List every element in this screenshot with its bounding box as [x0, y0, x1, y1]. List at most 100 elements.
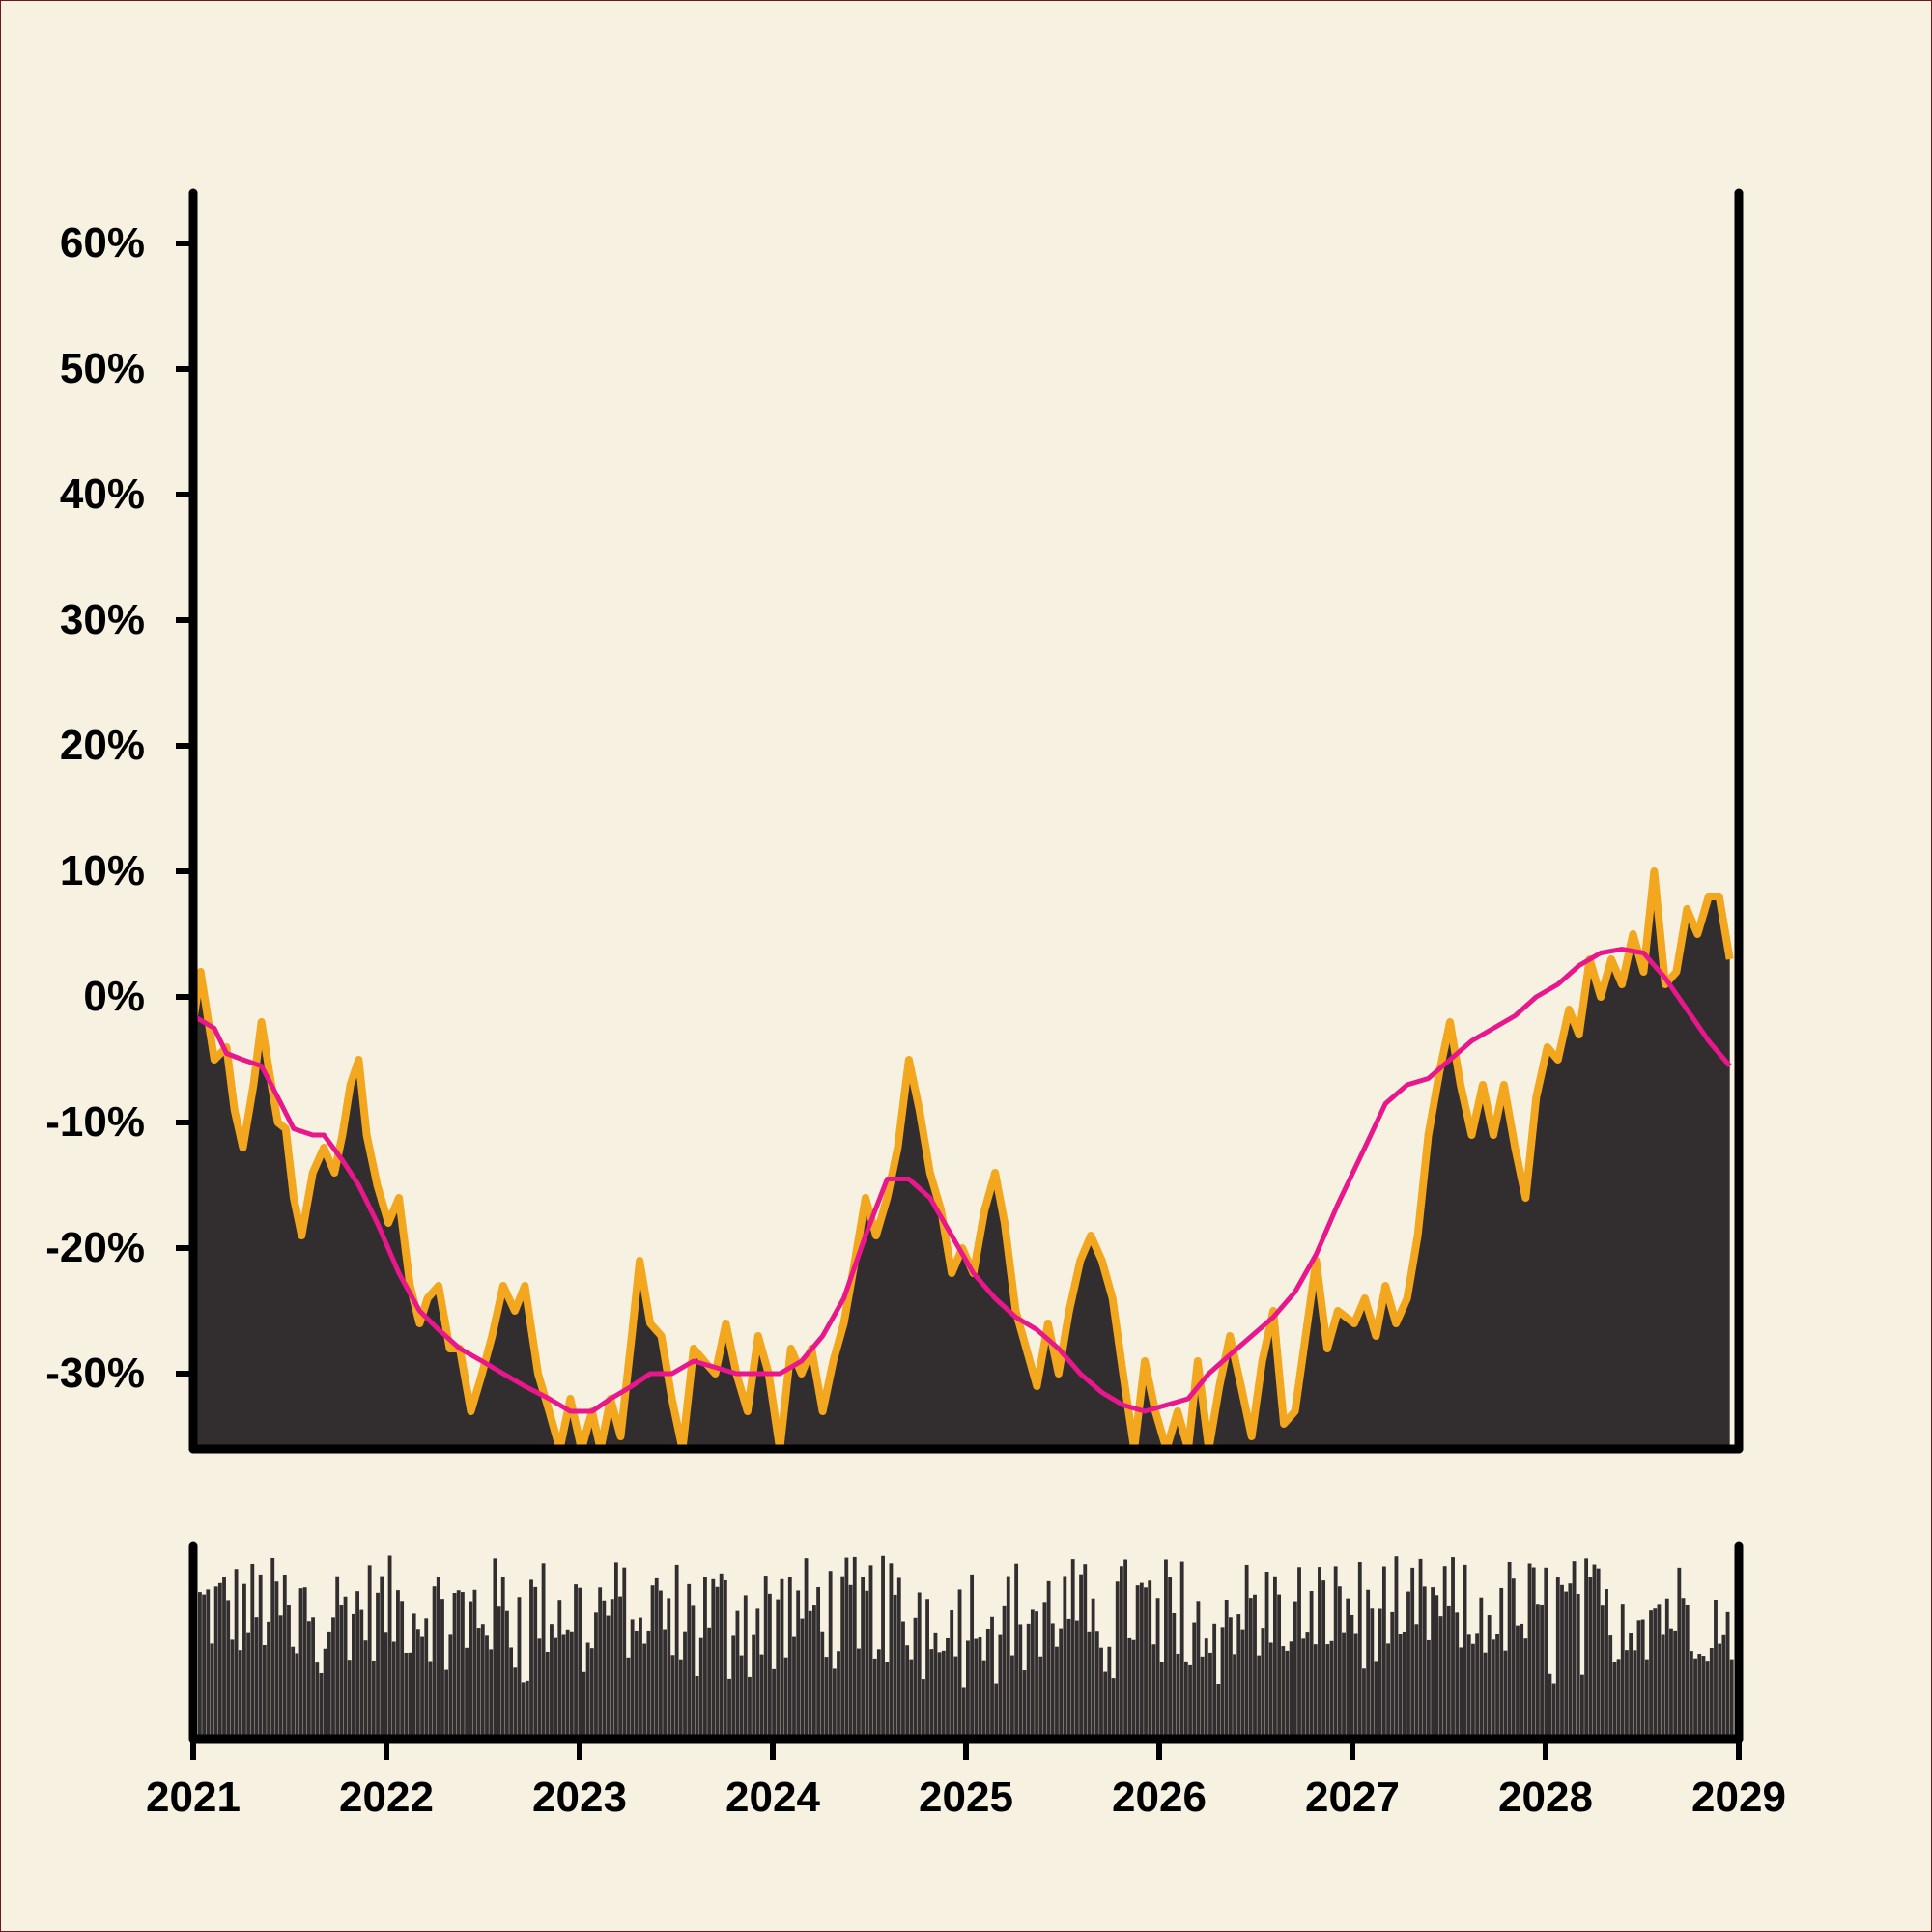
- volume-bar: [1293, 1601, 1297, 1739]
- volume-bar: [1337, 1586, 1342, 1739]
- volume-bar: [796, 1590, 801, 1739]
- volume-bar: [1168, 1577, 1173, 1739]
- volume-bar: [1633, 1650, 1637, 1739]
- volume-bar: [1268, 1642, 1273, 1739]
- volume-bar: [1386, 1643, 1390, 1739]
- x-tick-label: 2024: [725, 1774, 820, 1821]
- volume-bar: [1066, 1618, 1071, 1739]
- volume-bar: [1091, 1598, 1095, 1739]
- volume-bar: [295, 1653, 299, 1739]
- volume-bar: [1014, 1563, 1019, 1739]
- volume-bar: [465, 1647, 469, 1739]
- volume-bar: [1693, 1658, 1697, 1739]
- volume-bar: [913, 1617, 918, 1739]
- volume-bar: [1228, 1617, 1233, 1739]
- volume-bar: [1200, 1656, 1205, 1739]
- volume-bar: [925, 1599, 929, 1739]
- volume-bar: [1042, 1602, 1047, 1739]
- volume-bar: [1664, 1598, 1669, 1739]
- volume-bar: [1669, 1628, 1673, 1739]
- volume-bar: [1471, 1643, 1475, 1739]
- volume-bar: [622, 1567, 627, 1739]
- x-tick-label: 2021: [146, 1774, 241, 1821]
- volume-bar: [291, 1646, 296, 1739]
- volume-bar: [1475, 1633, 1480, 1739]
- volume-bar: [1479, 1597, 1484, 1739]
- volume-bar: [812, 1605, 816, 1739]
- volume-bar: [1038, 1656, 1043, 1739]
- volume-bar: [258, 1574, 263, 1739]
- volume-bar: [1564, 1591, 1569, 1739]
- volume-bar: [213, 1586, 218, 1739]
- volume-bar: [1661, 1634, 1665, 1739]
- volume-bar: [824, 1657, 829, 1739]
- volume-bar: [804, 1558, 809, 1739]
- volume-bar: [998, 1634, 1003, 1739]
- volume-bar: [1495, 1634, 1499, 1739]
- volume-bar: [554, 1637, 558, 1739]
- volume-bar: [857, 1648, 861, 1739]
- volume-bar: [1050, 1623, 1055, 1739]
- volume-bar: [1087, 1631, 1092, 1739]
- volume-bar: [1431, 1587, 1435, 1739]
- volume-bar: [1600, 1605, 1605, 1739]
- volume-bar: [1035, 1611, 1038, 1739]
- volume-bar: [711, 1578, 716, 1739]
- volume-bar: [1366, 1589, 1371, 1739]
- volume-bar: [1681, 1598, 1686, 1739]
- volume-bar: [1313, 1644, 1318, 1739]
- volume-bar: [1353, 1633, 1358, 1739]
- volume-bar: [1673, 1630, 1678, 1739]
- volume-bar: [1451, 1557, 1455, 1739]
- volume-bar: [230, 1639, 235, 1739]
- volume-bar: [217, 1582, 222, 1739]
- volume-bar: [703, 1577, 707, 1739]
- volume-bar: [1111, 1678, 1116, 1739]
- volume-bar: [953, 1656, 958, 1739]
- x-tick-label: 2025: [919, 1774, 1013, 1821]
- volume-bar: [752, 1634, 756, 1739]
- volume-bar: [1030, 1609, 1035, 1739]
- volume-bar: [613, 1562, 618, 1739]
- volume-bar: [1216, 1684, 1221, 1739]
- volume-bar: [529, 1579, 533, 1739]
- volume-bar: [893, 1594, 897, 1739]
- volume-bar: [569, 1631, 574, 1739]
- volume-bar: [497, 1606, 501, 1739]
- volume-bar: [391, 1641, 396, 1739]
- volume-bar: [1297, 1567, 1301, 1739]
- volume-bar: [929, 1649, 934, 1739]
- volume-bar: [909, 1659, 914, 1739]
- volume-bar: [1487, 1615, 1492, 1739]
- volume-bar: [1560, 1584, 1564, 1739]
- volume-bar: [1107, 1646, 1112, 1739]
- volume-bar: [1362, 1668, 1366, 1739]
- volume-bar: [1236, 1614, 1241, 1739]
- volume-bar: [505, 1610, 509, 1739]
- y-tick-label: -20%: [45, 1224, 145, 1271]
- volume-bar: [343, 1596, 348, 1739]
- volume-bar: [1176, 1653, 1180, 1739]
- volume-bar: [1572, 1561, 1577, 1739]
- volume-bar: [1264, 1572, 1269, 1739]
- volume-bar: [1350, 1614, 1354, 1739]
- volume-bar: [298, 1588, 303, 1739]
- volume-bar: [1220, 1627, 1225, 1739]
- volume-bar: [698, 1637, 703, 1739]
- volume-bar: [1463, 1564, 1467, 1739]
- volume-bar: [933, 1632, 938, 1739]
- volume-bar: [585, 1642, 590, 1739]
- volume-bar: [1164, 1559, 1168, 1739]
- y-tick-label: 40%: [60, 470, 145, 518]
- moving-average-line: [191, 947, 1732, 1414]
- volume-bar: [755, 1608, 760, 1739]
- volume-bar: [978, 1637, 982, 1739]
- x-tick-label: 2023: [532, 1774, 627, 1821]
- volume-bar: [763, 1576, 768, 1739]
- volume-bar: [1653, 1608, 1658, 1739]
- volume-bar: [359, 1609, 364, 1739]
- volume-bar: [852, 1556, 857, 1739]
- volume-bar: [820, 1631, 825, 1739]
- volume-bar: [1725, 1611, 1730, 1739]
- volume-bar: [917, 1592, 922, 1739]
